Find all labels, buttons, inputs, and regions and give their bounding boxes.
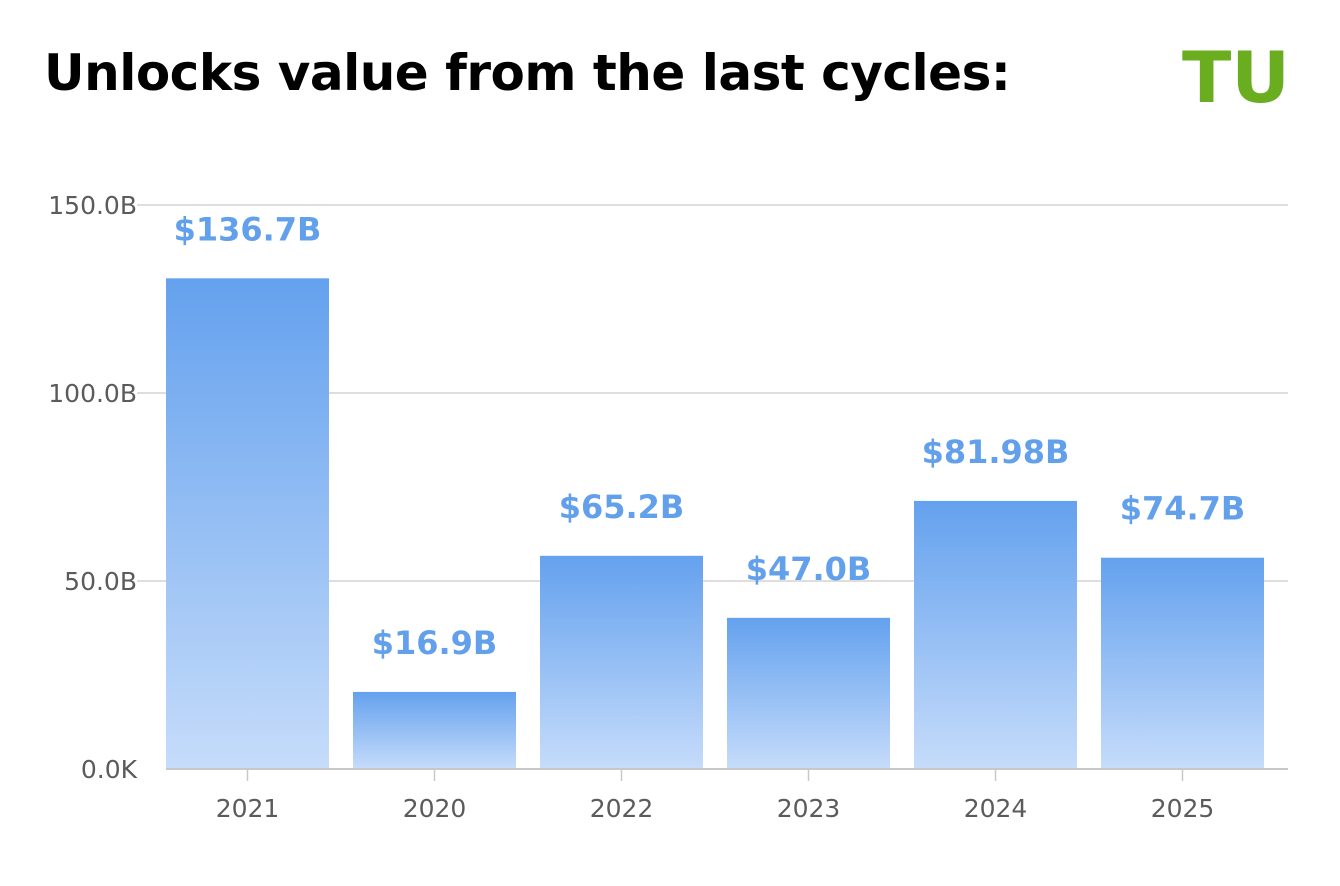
y-tick-label: 100.0B xyxy=(48,379,137,408)
bar xyxy=(727,617,890,769)
x-tick-label: 2022 xyxy=(590,794,654,823)
data-label: $81.98B xyxy=(922,433,1070,471)
x-tick-label: 2023 xyxy=(777,794,841,823)
data-label: $16.9B xyxy=(372,624,498,662)
bar xyxy=(1101,557,1264,769)
bar xyxy=(540,555,703,769)
x-tick-label: 2020 xyxy=(403,794,467,823)
bars xyxy=(166,278,1264,769)
y-tick-label: 150.0B xyxy=(48,191,137,220)
x-tick-label: 2024 xyxy=(964,794,1028,823)
y-tick-label: 0.0K xyxy=(81,755,138,784)
x-tick-label: 2021 xyxy=(216,794,280,823)
x-tick-labels: 2021 2020 2022 2023 2024 2025 xyxy=(216,794,1215,823)
x-tick-label: 2025 xyxy=(1151,794,1215,823)
data-label: $65.2B xyxy=(559,488,685,526)
brand-logo: TU xyxy=(1182,46,1290,106)
data-label: $47.0B xyxy=(746,550,872,588)
x-axis xyxy=(166,768,1288,781)
logo-text: TU xyxy=(1182,46,1290,106)
y-tick-label: 50.0B xyxy=(64,567,137,596)
y-axis: 0.0K 50.0B 100.0B 150.0B xyxy=(48,191,137,784)
bar xyxy=(353,691,516,769)
bar xyxy=(166,278,329,769)
bar xyxy=(914,500,1077,769)
data-labels: $136.7B $16.9B $65.2B $47.0B $81.98B $74.7B xyxy=(174,210,1246,662)
data-label: $136.7B xyxy=(174,210,322,248)
chart-title: Unlocks value from the last cycles: xyxy=(44,44,1011,102)
data-label: $74.7B xyxy=(1120,490,1246,528)
